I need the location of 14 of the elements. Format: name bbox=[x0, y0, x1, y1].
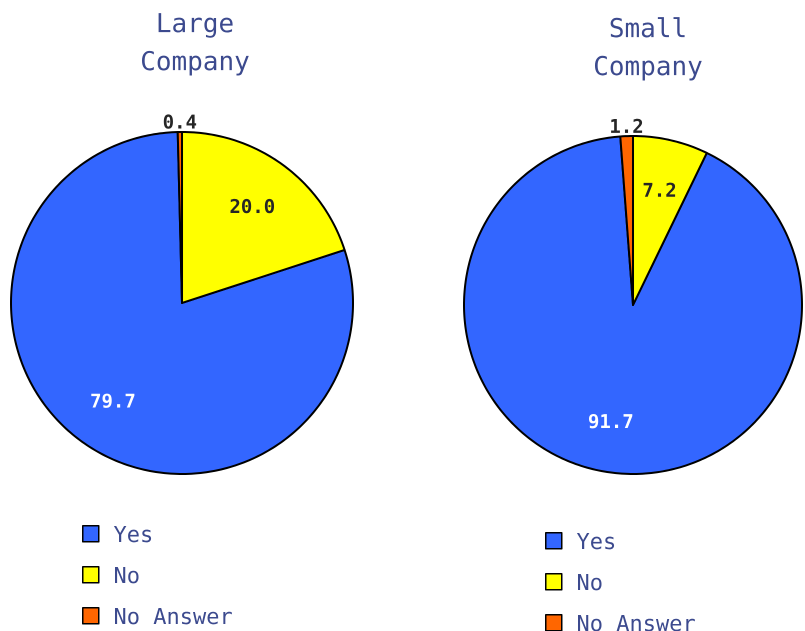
legend-label: No Answer bbox=[578, 614, 695, 631]
chart-title: Large Company bbox=[142, 13, 249, 76]
legend-label: No Answer bbox=[115, 608, 232, 624]
data-label: 20.0 bbox=[230, 198, 274, 214]
chart-title: Small Company bbox=[594, 17, 702, 80]
data-label: 1.2 bbox=[611, 118, 642, 133]
legend-label: Yes bbox=[114, 526, 152, 542]
legend-label: No bbox=[115, 566, 139, 584]
data-label: 0.4 bbox=[164, 114, 196, 129]
data-label: 91.7 bbox=[589, 414, 632, 428]
legend-label: No bbox=[578, 574, 602, 590]
legend-label: Yes bbox=[576, 532, 614, 550]
data-label: 7.2 bbox=[644, 182, 676, 197]
data-label: 79.7 bbox=[91, 394, 134, 408]
